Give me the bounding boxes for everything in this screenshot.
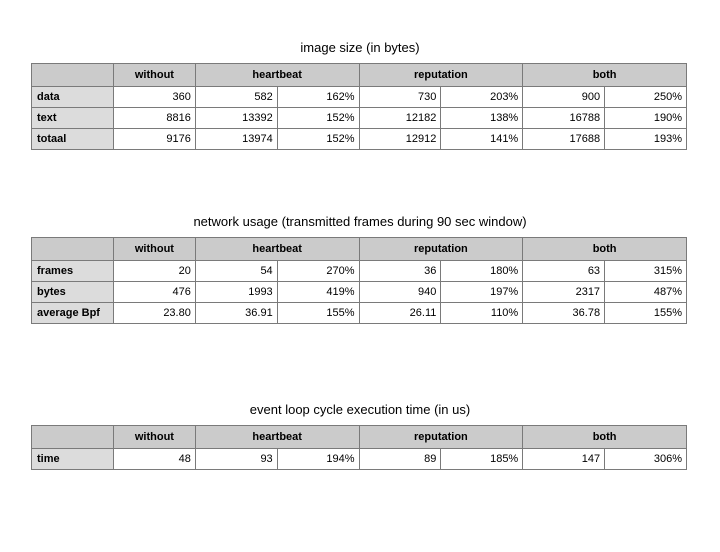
col-header-both: both [522,63,687,87]
cell: 89 [358,448,442,470]
cell: 63 [522,260,606,282]
network-usage-title: network usage (transmitted frames during… [193,214,527,229]
cell: 180% [440,260,524,282]
cell: 476 [113,281,196,303]
cell: 582 [194,86,278,108]
row-label: data [31,86,114,108]
cell: 48 [113,448,196,470]
table-header-row: without heartbeat reputation both [31,63,687,87]
col-header-heartbeat: heartbeat [194,425,360,449]
cell: 1993 [194,281,278,303]
cell: 36.91 [194,302,278,324]
cell: 141% [440,128,524,150]
cell: 2317 [522,281,606,303]
row-label: frames [31,260,114,282]
cell: 16788 [522,107,606,129]
col-header-reputation: reputation [358,237,524,261]
table-row: totaal 9176 13974 152% 12912 141% 17688 … [31,128,687,150]
image-size-section: image size (in bytes) [0,40,720,56]
event-loop-table: without heartbeat reputation both time 4… [31,425,687,470]
cell: 487% [604,281,687,303]
table-header-row: without heartbeat reputation both [31,425,687,449]
cell: 270% [276,260,360,282]
cell: 17688 [522,128,606,150]
row-label: text [31,107,114,129]
cell: 250% [604,86,687,108]
cell: 9176 [113,128,196,150]
col-header-heartbeat: heartbeat [194,63,360,87]
cell: 13974 [194,128,278,150]
table-row: bytes 476 1993 419% 940 197% 2317 487% [31,281,687,303]
cell: 155% [276,302,360,324]
cell: 23.80 [113,302,196,324]
table-header-row: without heartbeat reputation both [31,237,687,261]
cell: 13392 [194,107,278,129]
cell: 155% [604,302,687,324]
corner-cell [31,425,114,449]
row-label: time [31,448,114,470]
table-row: frames 20 54 270% 36 180% 63 315% [31,260,687,282]
cell: 93 [194,448,278,470]
row-label: bytes [31,281,114,303]
cell: 8816 [113,107,196,129]
cell: 138% [440,107,524,129]
col-header-without: without [113,425,196,449]
cell: 152% [276,107,360,129]
cell: 20 [113,260,196,282]
row-label: totaal [31,128,114,150]
cell: 193% [604,128,687,150]
cell: 194% [276,448,360,470]
col-header-both: both [522,237,687,261]
table-row: data 360 582 162% 730 203% 900 250% [31,86,687,108]
event-loop-section: event loop cycle execution time (in us) [0,402,720,418]
col-header-heartbeat: heartbeat [194,237,360,261]
cell: 730 [358,86,442,108]
cell: 36.78 [522,302,606,324]
col-header-both: both [522,425,687,449]
cell: 197% [440,281,524,303]
row-label: average Bpf [31,302,114,324]
cell: 12912 [358,128,442,150]
cell: 152% [276,128,360,150]
corner-cell [31,63,114,87]
col-header-reputation: reputation [358,425,524,449]
network-usage-section: network usage (transmitted frames during… [0,214,720,230]
table-row: average Bpf 23.80 36.91 155% 26.11 110% … [31,302,687,324]
col-header-reputation: reputation [358,63,524,87]
col-header-without: without [113,63,196,87]
image-size-table: without heartbeat reputation both data 3… [31,63,687,150]
table-row: time 48 93 194% 89 185% 147 306% [31,448,687,470]
cell: 940 [358,281,442,303]
cell: 419% [276,281,360,303]
cell: 900 [522,86,606,108]
cell: 147 [522,448,606,470]
col-header-without: without [113,237,196,261]
cell: 185% [440,448,524,470]
cell: 190% [604,107,687,129]
corner-cell [31,237,114,261]
cell: 36 [358,260,442,282]
cell: 12182 [358,107,442,129]
cell: 360 [113,86,196,108]
cell: 315% [604,260,687,282]
table-row: text 8816 13392 152% 12182 138% 16788 19… [31,107,687,129]
network-usage-table: without heartbeat reputation both frames… [31,237,687,324]
cell: 306% [604,448,687,470]
cell: 54 [194,260,278,282]
event-loop-title: event loop cycle execution time (in us) [249,402,471,417]
image-size-title: image size (in bytes) [300,40,420,55]
cell: 203% [440,86,524,108]
cell: 162% [276,86,360,108]
cell: 110% [440,302,524,324]
cell: 26.11 [358,302,442,324]
